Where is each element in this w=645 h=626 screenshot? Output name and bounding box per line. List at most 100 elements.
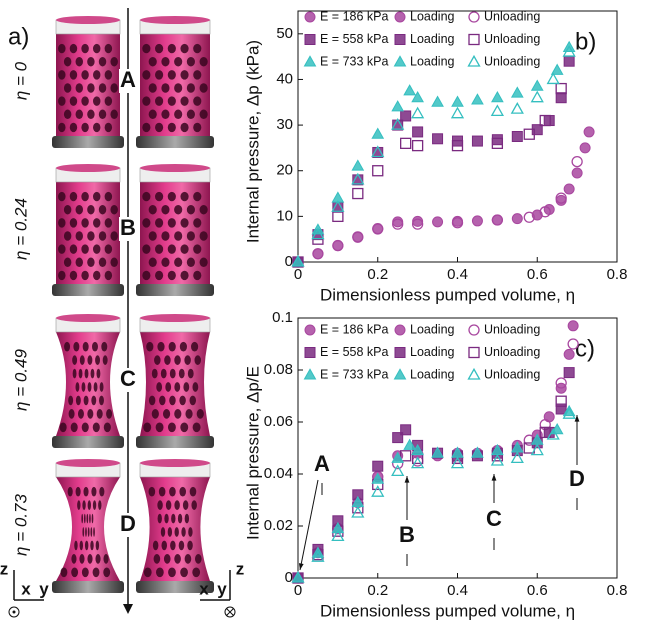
point: [539, 114, 551, 127]
cylinder-base: [136, 136, 214, 148]
hole: [99, 486, 105, 497]
hole: [63, 231, 72, 241]
point: [431, 95, 444, 107]
hole: [180, 70, 189, 80]
hole: [142, 96, 151, 106]
hole: [174, 83, 183, 93]
hole: [93, 122, 101, 133]
hole: [178, 368, 185, 379]
annotation: C: [486, 506, 502, 531]
hole: [174, 409, 182, 419]
legend-label: Unloading: [484, 367, 540, 381]
hole: [81, 567, 89, 578]
hole: [161, 56, 170, 67]
hole: [167, 244, 176, 254]
legend-marker: [467, 367, 481, 380]
legend-marker: [304, 347, 316, 358]
legend-label: Loading: [410, 54, 455, 68]
axis-glyph-label: x: [21, 579, 31, 598]
point: [562, 407, 576, 419]
cylinder-top: [56, 164, 120, 172]
hole: [79, 540, 84, 551]
legend-label: E = 186 kPa: [320, 322, 388, 336]
hole: [98, 257, 107, 268]
hole: [104, 218, 113, 228]
hole: [83, 513, 86, 524]
hole: [104, 43, 113, 54]
hole: [199, 109, 208, 120]
hole: [155, 70, 164, 80]
hole: [174, 500, 180, 510]
cylinder-top: [56, 16, 120, 24]
hole: [167, 96, 176, 106]
hole: [110, 83, 118, 93]
hole: [174, 56, 183, 67]
point: [510, 102, 524, 114]
legend-label: Loading: [410, 322, 455, 336]
y-tick-label: 0: [285, 569, 293, 586]
point: [530, 79, 544, 91]
hole: [174, 554, 181, 564]
hole: [174, 382, 181, 392]
y-tick-label: 30: [276, 116, 293, 133]
hole: [81, 270, 89, 281]
hole: [192, 422, 201, 433]
point: [391, 100, 405, 112]
hole: [75, 204, 83, 215]
cylinder-top: [140, 164, 210, 172]
panel-label: c): [575, 335, 595, 362]
point: [412, 215, 424, 227]
hole: [157, 513, 162, 524]
legend-label: E = 733 kPa: [320, 367, 388, 381]
hole: [193, 96, 202, 106]
legend-marker: [304, 34, 316, 45]
point: [539, 206, 551, 218]
x-tick-label: 0.8: [607, 582, 628, 599]
point: [555, 82, 567, 95]
point: [400, 110, 412, 122]
x-tick-label: 0.2: [367, 266, 388, 283]
hole: [199, 83, 208, 93]
hole: [96, 409, 103, 419]
hole: [148, 83, 157, 93]
hole: [58, 122, 66, 133]
letter-bg: [119, 368, 137, 392]
y-tick-label: 0.08: [264, 361, 293, 378]
hole: [169, 486, 176, 497]
hole: [199, 56, 208, 67]
hole: [95, 355, 100, 365]
hole: [156, 382, 163, 392]
point: [530, 443, 544, 456]
hole: [155, 122, 164, 133]
annotation-arrowhead: [491, 474, 497, 481]
hole: [79, 355, 85, 365]
hole: [79, 554, 85, 564]
hole: [59, 422, 67, 433]
axis-origin-dot: [12, 610, 16, 614]
hole: [93, 70, 101, 80]
hole: [151, 409, 159, 419]
hole: [104, 122, 113, 133]
point: [523, 211, 535, 223]
point: [471, 446, 484, 458]
hole: [169, 395, 176, 406]
hole: [98, 231, 107, 241]
cylinder-base: [52, 581, 124, 593]
eta-label: η = 0.24: [11, 198, 30, 260]
hole: [81, 382, 86, 392]
hole: [160, 368, 167, 379]
hole: [142, 270, 151, 281]
hole: [81, 422, 89, 433]
hole: [82, 500, 86, 510]
point: [555, 377, 567, 389]
legend-label: E = 186 kPa: [320, 9, 388, 23]
point: [451, 217, 464, 229]
hole: [179, 486, 187, 497]
hole: [103, 554, 109, 564]
hole: [165, 382, 172, 392]
hole: [98, 56, 107, 67]
hole: [169, 368, 176, 379]
point: [511, 131, 523, 142]
point: [491, 137, 504, 149]
hole: [98, 83, 107, 93]
